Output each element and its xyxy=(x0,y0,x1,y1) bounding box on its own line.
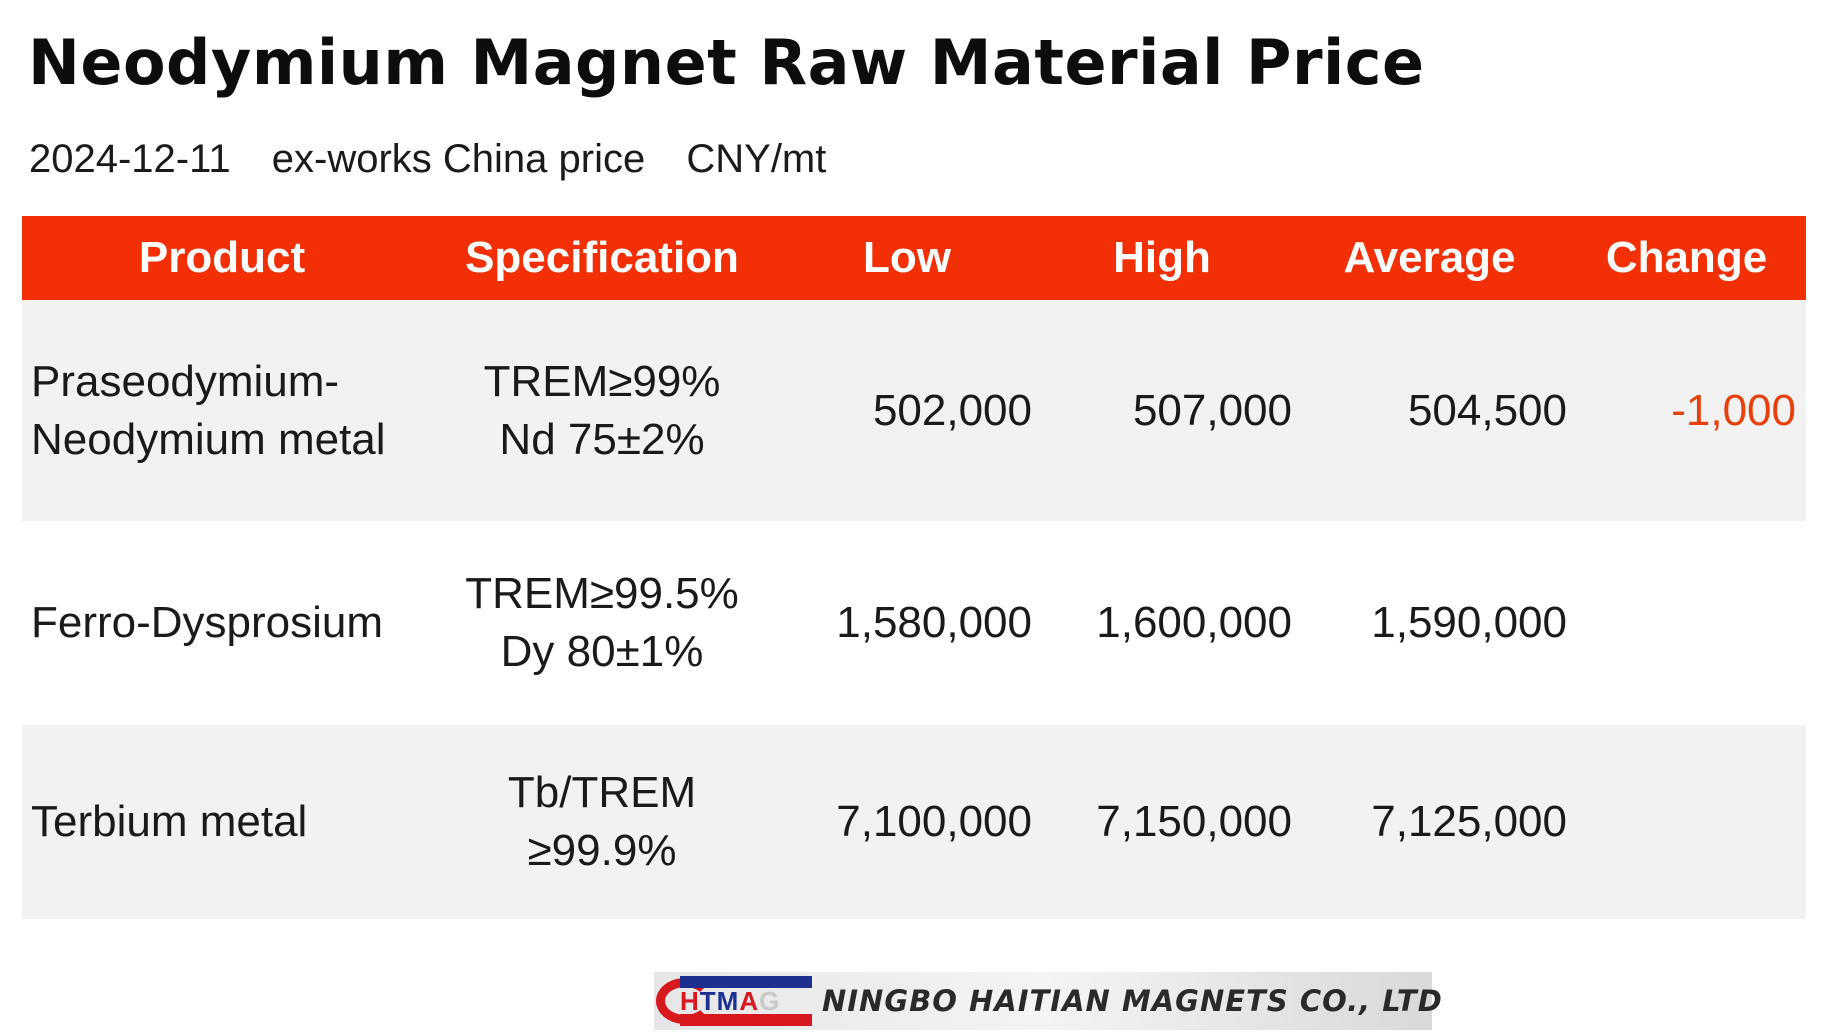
average-price: 7,125,000 xyxy=(1371,797,1567,846)
spec-line: Tb/TREM xyxy=(507,768,697,817)
spec-line: Nd 75±2% xyxy=(499,414,705,464)
logo-letter: G xyxy=(759,986,781,1016)
price-date: 2024-12-11 xyxy=(29,137,231,181)
table-row: Terbium metal Tb/TREM ≥99.9% 7,100,000 7… xyxy=(22,725,1806,919)
low-price: 1,580,000 xyxy=(836,598,1032,647)
logo-letters: HTMAG xyxy=(680,986,780,1016)
spec-line: TREM≥99% xyxy=(483,356,721,406)
header-product: Product xyxy=(138,233,306,282)
header-average: Average xyxy=(1343,233,1516,282)
htmag-logo-icon: HTMAG xyxy=(654,972,814,1030)
table-header: Product Specification Low High Average C… xyxy=(22,216,1806,300)
subtitle: 2024-12-11 ex-works China price CNY/mt xyxy=(29,137,856,182)
logo-letter: T xyxy=(699,986,717,1016)
low-price: 502,000 xyxy=(872,385,1032,435)
logo-letter: H xyxy=(680,986,700,1016)
logo-bar-blue xyxy=(680,976,812,988)
logo-bar-red xyxy=(680,1014,812,1026)
logo-letter: M xyxy=(716,986,740,1016)
price-unit: CNY/mt xyxy=(686,137,827,181)
price-change: -1,000 xyxy=(1671,385,1796,435)
page-title: Neodymium Magnet Raw Material Price xyxy=(28,26,1425,99)
spec-line: TREM≥99.5% xyxy=(465,569,739,618)
company-logo: HTMAG NINGBO HAITIAN MAGNETS CO., LTD xyxy=(654,972,1442,1030)
average-price: 1,590,000 xyxy=(1371,598,1567,647)
product-name-line: Praseodymium- xyxy=(31,356,340,406)
spec-cell: Tb/TREM ≥99.9% xyxy=(422,764,782,880)
high-price: 1,600,000 xyxy=(1096,598,1292,647)
spec-cell: TREM≥99% Nd 75±2% xyxy=(422,353,782,469)
table-row: Praseodymium- Neodymium metal TREM≥99% N… xyxy=(22,300,1806,521)
header-change: Change xyxy=(1605,233,1768,282)
spec-cell: TREM≥99.5% Dy 80±1% xyxy=(422,565,782,681)
product-cell: Praseodymium- Neodymium metal xyxy=(22,353,422,469)
price-basis: ex-works China price xyxy=(271,137,646,181)
product-name-line: Terbium metal xyxy=(31,797,308,846)
table-row: Ferro-Dysprosium TREM≥99.5% Dy 80±1% 1,5… xyxy=(22,521,1806,725)
price-table: Product Specification Low High Average C… xyxy=(22,216,1806,919)
product-cell: Terbium metal xyxy=(22,793,422,851)
logo-letter: A xyxy=(739,986,760,1016)
low-price: 7,100,000 xyxy=(836,797,1032,846)
average-price: 504,500 xyxy=(1407,385,1567,435)
spec-line: ≥99.9% xyxy=(527,826,677,875)
company-name: NINGBO HAITIAN MAGNETS CO., LTD xyxy=(822,984,1443,1018)
high-price: 7,150,000 xyxy=(1096,797,1292,846)
product-name-line: Neodymium metal xyxy=(31,414,386,464)
header-specification: Specification xyxy=(465,233,739,282)
product-name-line: Ferro-Dysprosium xyxy=(31,598,384,647)
high-price: 507,000 xyxy=(1132,385,1292,435)
header-low: Low xyxy=(863,233,951,282)
header-high: High xyxy=(1113,233,1211,282)
spec-line: Dy 80±1% xyxy=(500,627,704,676)
product-cell: Ferro-Dysprosium xyxy=(22,594,422,652)
